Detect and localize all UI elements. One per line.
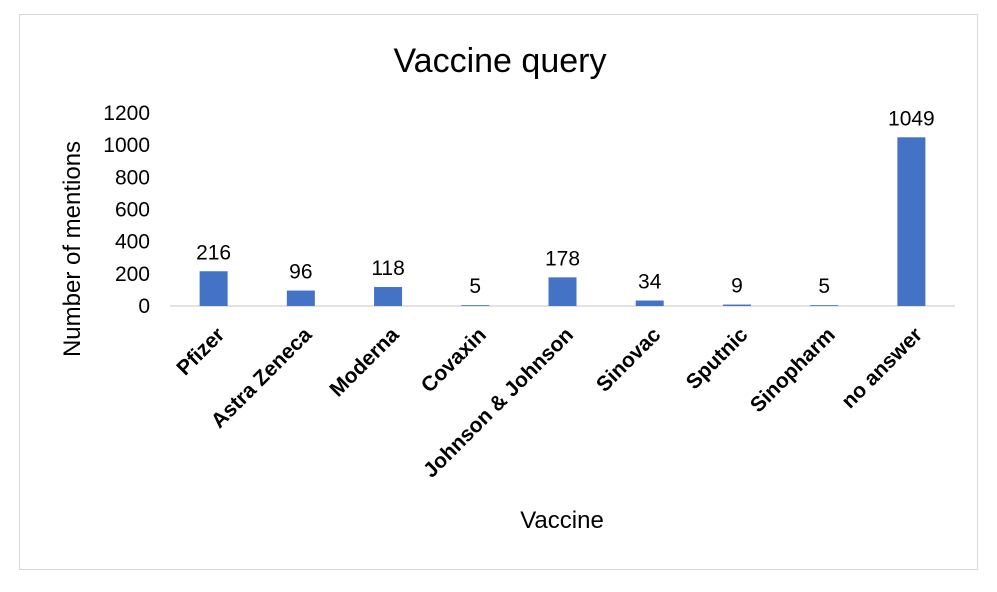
- x-tick-label: Sinopharm: [746, 323, 840, 417]
- bar: [810, 305, 839, 306]
- bar: [286, 290, 315, 306]
- x-tick-label: Johnson & Johnson: [419, 323, 578, 482]
- x-tick-label: Moderna: [325, 323, 403, 401]
- y-tick-label: 200: [115, 263, 150, 286]
- data-label: 5: [818, 275, 830, 298]
- data-label: 96: [289, 261, 312, 284]
- x-axis-label: Vaccine: [520, 507, 604, 534]
- data-label: 118: [371, 257, 404, 280]
- bar: [548, 277, 577, 306]
- y-tick-label: 0: [138, 295, 150, 318]
- y-axis-label: Number of mentions: [59, 141, 86, 357]
- y-tick-label: 400: [115, 231, 150, 254]
- bar: [635, 300, 664, 306]
- y-tick-label: 600: [115, 199, 150, 222]
- data-label: 5: [469, 275, 481, 298]
- data-label: 9: [731, 275, 743, 298]
- x-tick-label: Pfizer: [172, 323, 229, 380]
- data-label: 216: [196, 241, 231, 264]
- x-tick-label: Sputnic: [682, 323, 753, 394]
- bar: [199, 271, 228, 306]
- bar: [374, 287, 403, 306]
- data-label: 178: [545, 247, 580, 270]
- bar: [461, 305, 490, 306]
- x-tick-label: Covaxin: [417, 323, 491, 397]
- x-tick-label: Sinovac: [592, 323, 665, 396]
- bar: [722, 304, 751, 306]
- y-tick-label: 1200: [103, 102, 150, 125]
- data-label: 34: [638, 271, 662, 294]
- y-tick-label: 800: [115, 166, 150, 189]
- chart-frame: [19, 14, 978, 570]
- x-tick-label: no answer: [837, 323, 927, 413]
- bar: [897, 137, 926, 306]
- chart-title: Vaccine query: [394, 42, 607, 80]
- y-tick-label: 1000: [103, 134, 150, 157]
- data-label: 1049: [888, 107, 935, 130]
